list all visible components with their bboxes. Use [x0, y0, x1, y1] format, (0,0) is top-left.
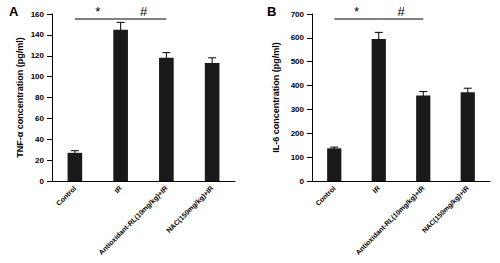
svg-text:140: 140 [31, 30, 45, 39]
svg-text:120: 120 [31, 51, 45, 60]
svg-text:Control: Control [55, 184, 78, 207]
svg-text:IR: IR [113, 185, 123, 195]
svg-text:80: 80 [35, 93, 44, 102]
svg-text:B: B [267, 4, 276, 19]
svg-text:A: A [9, 4, 19, 19]
svg-text:700: 700 [291, 10, 305, 19]
svg-text:*: * [354, 4, 359, 19]
svg-text:TNF-α concentration (pg/ml): TNF-α concentration (pg/ml) [15, 37, 25, 158]
svg-text:*: * [95, 4, 100, 19]
svg-text:300: 300 [291, 105, 305, 114]
svg-text:100: 100 [291, 153, 305, 162]
svg-text:500: 500 [291, 57, 305, 66]
svg-text:100: 100 [31, 72, 45, 81]
svg-text:200: 200 [291, 129, 305, 138]
svg-text:#: # [397, 4, 405, 19]
svg-text:Antioxidant-RL(10mg/kg)+IR: Antioxidant-RL(10mg/kg)+IR [354, 185, 426, 257]
svg-text:0: 0 [300, 177, 305, 186]
svg-text:0: 0 [40, 177, 45, 186]
svg-text:40: 40 [35, 135, 44, 144]
svg-text:60: 60 [35, 114, 44, 123]
svg-text:160: 160 [31, 10, 45, 19]
svg-text:NAC(150mg/kg)+IR: NAC(150mg/kg)+IR [421, 185, 471, 235]
svg-text:Control: Control [314, 184, 337, 207]
svg-text:Antioxidant-RL(10mg/kg)+IR: Antioxidant-RL(10mg/kg)+IR [97, 185, 169, 257]
svg-text:20: 20 [35, 156, 44, 165]
svg-text:NAC(150mg/kg)+IR: NAC(150mg/kg)+IR [165, 185, 215, 235]
svg-text:IR: IR [371, 185, 381, 195]
svg-text:600: 600 [291, 33, 305, 42]
svg-text:#: # [140, 4, 148, 19]
svg-text:400: 400 [291, 81, 305, 90]
svg-text:IL-6 concentration (pg/ml): IL-6 concentration (pg/ml) [271, 42, 281, 153]
